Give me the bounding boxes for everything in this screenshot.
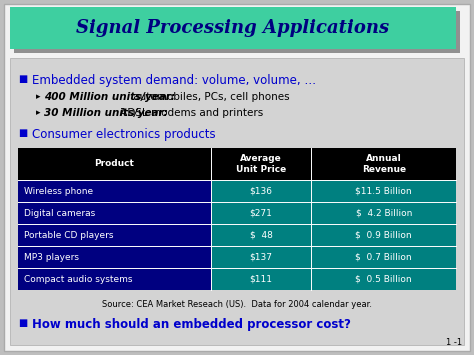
Text: Annual
Revenue: Annual Revenue: [362, 154, 406, 174]
Text: $  0.9 Billion: $ 0.9 Billion: [356, 230, 412, 240]
Bar: [211, 224, 456, 246]
Bar: [211, 202, 456, 224]
Text: $111: $111: [250, 274, 273, 284]
Text: Product: Product: [94, 159, 134, 169]
Text: $271: $271: [250, 208, 273, 218]
Text: $  0.5 Billion: $ 0.5 Billion: [356, 274, 412, 284]
Bar: [211, 268, 456, 290]
Text: Embedded system demand: volume, volume, …: Embedded system demand: volume, volume, …: [32, 74, 316, 87]
Text: automobiles, PCs, cell phones: automobiles, PCs, cell phones: [130, 92, 290, 102]
Text: 1 -1: 1 -1: [446, 338, 462, 347]
Text: $137: $137: [250, 252, 273, 262]
Text: Wireless phone: Wireless phone: [24, 186, 93, 196]
Text: 400 Million units/year:: 400 Million units/year:: [44, 92, 175, 102]
Text: ■: ■: [18, 74, 27, 84]
Text: Digital cameras: Digital cameras: [24, 208, 95, 218]
Text: Signal Processing Applications: Signal Processing Applications: [76, 19, 390, 37]
Bar: [18, 224, 211, 246]
Bar: [18, 246, 211, 268]
Text: ▸: ▸: [36, 108, 40, 117]
Bar: [211, 180, 456, 202]
Bar: [18, 268, 211, 290]
Text: $  0.7 Billion: $ 0.7 Billion: [356, 252, 412, 262]
Text: 30 Million units/year:: 30 Million units/year:: [44, 108, 168, 118]
Text: ▸: ▸: [36, 92, 40, 101]
Text: Average
Unit Price: Average Unit Price: [236, 154, 286, 174]
Text: ■: ■: [18, 318, 27, 328]
Bar: [10, 7, 456, 49]
Text: ADSL modems and printers: ADSL modems and printers: [117, 108, 263, 118]
Bar: [10, 58, 464, 345]
Text: How much should an embedded processor cost?: How much should an embedded processor co…: [32, 318, 351, 331]
Text: Compact audio systems: Compact audio systems: [24, 274, 133, 284]
Text: $  4.2 Billion: $ 4.2 Billion: [356, 208, 412, 218]
Text: Source: CEA Market Reseach (US).  Data for 2004 calendar year.: Source: CEA Market Reseach (US). Data fo…: [102, 300, 372, 309]
Bar: [18, 180, 211, 202]
Text: Consumer electronics products: Consumer electronics products: [32, 128, 216, 141]
Text: $136: $136: [250, 186, 273, 196]
Text: Portable CD players: Portable CD players: [24, 230, 113, 240]
Text: $11.5 Billion: $11.5 Billion: [356, 186, 412, 196]
Bar: [18, 148, 456, 180]
Bar: [14, 11, 460, 53]
Bar: [211, 246, 456, 268]
Bar: [18, 202, 211, 224]
Text: ■: ■: [18, 128, 27, 138]
Text: MP3 players: MP3 players: [24, 252, 79, 262]
Text: $  48: $ 48: [250, 230, 273, 240]
